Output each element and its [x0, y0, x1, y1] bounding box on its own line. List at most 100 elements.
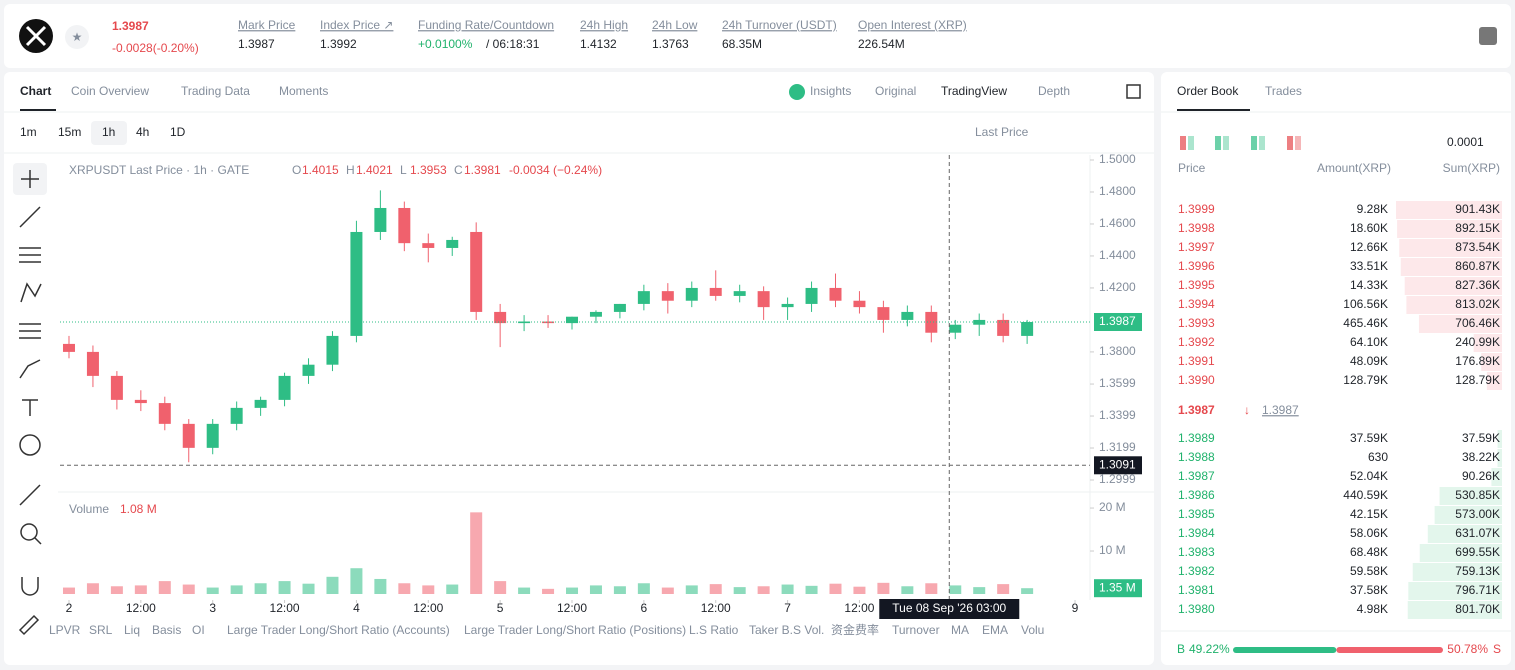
ob-mode[interactable]: [1215, 136, 1221, 150]
interval[interactable]: 1D: [170, 125, 186, 139]
view-tab[interactable]: Insights: [810, 84, 851, 98]
depth-bar: [1418, 315, 1502, 333]
ob-price: 1.3999: [1178, 202, 1215, 216]
ob-sum: 813.02K: [1455, 297, 1500, 311]
indicator[interactable]: OI: [192, 623, 205, 637]
ob-price: 1.3998: [1178, 221, 1215, 235]
candle-body: [709, 287, 722, 296]
chart-tab[interactable]: Chart: [20, 84, 51, 98]
candle-body: [302, 364, 315, 376]
x-tick-label: 12:00: [844, 601, 874, 615]
ob-sum: 796.71K: [1455, 583, 1500, 597]
volume-bar: [230, 585, 243, 594]
ob-mode[interactable]: [1180, 136, 1186, 150]
interval[interactable]: 1h: [102, 125, 115, 139]
ohlc-key: O: [292, 163, 301, 177]
volume-bar: [110, 586, 123, 594]
volume-bar: [326, 576, 339, 594]
volume-bar: [829, 583, 842, 594]
indicator[interactable]: Large Trader Long/Short Ratio (Positions…: [464, 623, 686, 637]
volume-bar: [997, 584, 1010, 594]
ob-mode[interactable]: [1287, 136, 1293, 150]
depth-bar: [1406, 296, 1502, 314]
indicator[interactable]: LPVR: [49, 623, 81, 637]
depth-bar: [1399, 239, 1502, 257]
volume-bar: [446, 584, 459, 594]
ohlc-value: 1.3981: [464, 163, 501, 177]
favorite-star: ★: [72, 30, 83, 44]
candle-body: [350, 231, 363, 336]
window-icon[interactable]: [1126, 84, 1141, 99]
chart-tab[interactable]: Trading Data: [181, 84, 250, 98]
menu-icon[interactable]: [1479, 27, 1497, 45]
ob-header: Price: [1178, 161, 1206, 175]
indicator[interactable]: Large Trader Long/Short Ratio (Accounts): [227, 623, 450, 637]
x-tick-label: 9: [1072, 601, 1079, 615]
ob-amount: 52.04K: [1350, 469, 1388, 483]
interval[interactable]: 15m: [58, 125, 81, 139]
depth-bar: [1434, 506, 1502, 524]
chart-tab[interactable]: Coin Overview: [71, 84, 149, 98]
volume-bar: [709, 584, 722, 594]
indicator[interactable]: Liq: [124, 623, 140, 637]
candle-body: [134, 399, 147, 404]
candle-body: [518, 321, 531, 324]
view-tab[interactable]: Original: [875, 84, 916, 98]
stat-value: 1.3987: [238, 37, 275, 51]
indicator[interactable]: MA: [951, 623, 969, 637]
ob-amount: 14.33K: [1350, 278, 1388, 292]
ob-price: 1.3985: [1178, 507, 1215, 521]
indicator[interactable]: Turnover: [892, 623, 940, 637]
y-tick-label: 1.3800: [1099, 344, 1136, 358]
depth-bar: [1408, 582, 1502, 600]
candle-body: [637, 291, 650, 304]
indicator[interactable]: L.S Ratio: [689, 623, 739, 637]
stat-value: 1.3992: [320, 37, 357, 51]
indicator[interactable]: Taker B.S Vol.: [749, 623, 824, 637]
view-tab[interactable]: TradingView: [941, 84, 1007, 98]
candle-body: [86, 351, 99, 376]
ob-amount: 128.79K: [1343, 373, 1388, 387]
volume-bar: [398, 583, 411, 594]
indicator[interactable]: EMA: [982, 623, 1008, 637]
ob-sum: 90.26K: [1462, 469, 1500, 483]
ob-price: 1.3996: [1178, 259, 1215, 273]
depth-bar: [1491, 468, 1502, 486]
stat-value: 68.35M: [722, 37, 762, 51]
indicator[interactable]: Basis: [152, 623, 181, 637]
depth-bar: [1412, 563, 1502, 581]
ob-mode: [1223, 136, 1229, 150]
ob-tab[interactable]: Order Book: [1177, 84, 1239, 98]
ob-amount: 58.06K: [1350, 526, 1388, 540]
volume-title: Volume: [69, 502, 109, 516]
y-tick-label: 1.4200: [1099, 280, 1136, 294]
chart-tab[interactable]: Moments: [279, 84, 328, 98]
ob-header: Amount(XRP): [1317, 161, 1391, 175]
ob-amount: 9.28K: [1357, 202, 1388, 216]
ob-price: 1.3995: [1178, 278, 1215, 292]
interval[interactable]: 1m: [20, 125, 37, 139]
interval[interactable]: 4h: [136, 125, 149, 139]
precision[interactable]: 0.0001: [1447, 135, 1484, 149]
volume-bar: [661, 587, 674, 594]
volume-tick-label: 10 M: [1099, 543, 1126, 557]
ob-tab[interactable]: Trades: [1265, 84, 1302, 98]
ohlc-key: C: [454, 163, 463, 177]
volume-last-label: 1.35 M: [1099, 580, 1136, 594]
indicator[interactable]: 资金费率: [831, 622, 879, 637]
indicator[interactable]: SRL: [89, 623, 113, 637]
ob-amount: 59.58K: [1350, 564, 1388, 578]
view-tab[interactable]: Depth: [1038, 84, 1070, 98]
favorite-button[interactable]: [65, 25, 89, 49]
depth-bar: [1397, 220, 1502, 238]
indicator[interactable]: Volu: [1021, 623, 1044, 637]
volume-bar: [134, 585, 147, 594]
candle-body: [805, 287, 818, 304]
ob-sum: 37.59K: [1462, 431, 1500, 445]
ob-mode[interactable]: [1251, 136, 1257, 150]
volume-bar: [374, 578, 387, 594]
sell-pct: 50.78%: [1447, 642, 1488, 656]
ob-amount: 37.59K: [1350, 431, 1388, 445]
price-type[interactable]: Last Price: [975, 125, 1029, 139]
